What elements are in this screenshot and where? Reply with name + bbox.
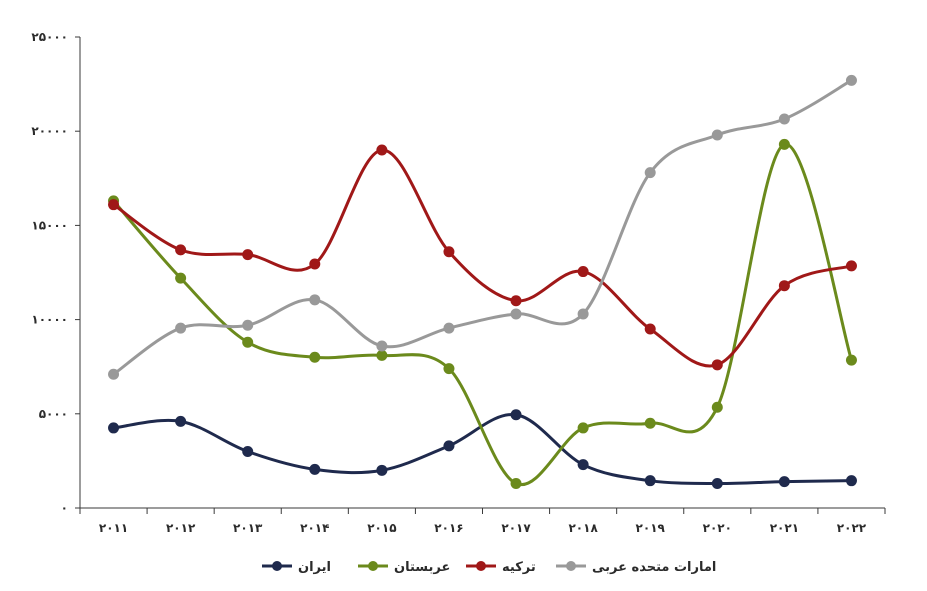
series-points: [108, 74, 857, 490]
data-point: [108, 199, 120, 211]
series-line: [112, 78, 853, 376]
data-point: [108, 368, 120, 380]
x-tick-label: ۲۰۲۲: [837, 521, 867, 535]
data-point: [309, 463, 321, 475]
data-point: [242, 336, 254, 348]
x-tick-label: ۲۰۱۸: [568, 521, 598, 535]
data-point: [577, 308, 589, 320]
legend: ایران عربستان ترکیه امارات متحده عربی: [262, 560, 716, 575]
data-point: [845, 260, 857, 272]
x-tick-label: ۲۰۲۰: [703, 521, 732, 535]
y-tick-label: ۰: [61, 501, 68, 515]
x-tick-label: ۲۰۱۵: [367, 521, 396, 535]
x-tick-label: ۲۰۱۹: [636, 521, 666, 535]
x-tick-label: ۲۰۱۷: [501, 521, 531, 535]
series-line: [112, 148, 853, 368]
y-tick-label: ۱۰۰۰۰: [31, 313, 68, 327]
series-lines: [112, 78, 853, 487]
x-tick-label: ۲۰۱۱: [99, 521, 128, 535]
data-point: [778, 138, 790, 150]
legend-label: ایران: [298, 560, 331, 575]
data-point: [577, 266, 589, 278]
legend-swatch-marker: [476, 561, 486, 571]
data-point: [644, 475, 656, 487]
data-point: [845, 354, 857, 366]
data-point: [443, 322, 455, 334]
data-point: [443, 440, 455, 452]
data-point: [175, 244, 187, 256]
data-point: [510, 409, 522, 421]
data-point: [175, 322, 187, 334]
x-tick-label: ۲۰۲۱: [770, 521, 799, 535]
series-line: [112, 142, 853, 487]
data-point: [242, 445, 254, 457]
y-tick-label: ۲۰۰۰۰: [31, 124, 68, 138]
data-point: [711, 478, 723, 490]
data-point: [175, 272, 187, 284]
data-point: [845, 475, 857, 487]
data-point: [376, 144, 388, 156]
data-point: [778, 280, 790, 292]
data-point: [242, 249, 254, 261]
data-point: [644, 417, 656, 429]
data-point: [443, 246, 455, 258]
data-point: [242, 319, 254, 331]
x-tick-label: ۲۰۱۴: [300, 521, 329, 535]
data-point: [711, 401, 723, 413]
data-point: [644, 323, 656, 335]
data-point: [309, 294, 321, 306]
data-point: [510, 478, 522, 490]
data-point: [510, 308, 522, 320]
legend-swatch-marker: [272, 561, 282, 571]
x-tick-label: ۲۰۱۳: [233, 521, 263, 535]
legend-swatch-marker: [368, 561, 378, 571]
data-point: [376, 464, 388, 476]
data-point: [845, 74, 857, 86]
data-point: [577, 422, 589, 434]
chart-axes: ۰ ۵۰۰۰ ۱۰۰۰۰ ۱۵۰۰۰ ۲۰۰۰۰ ۲۵۰۰۰ ۲۰۱۱ ۲۰۱۲ ۲۰۱۳ ۲۰۱…: [31, 30, 886, 535]
y-tick-label: ۵۰۰۰: [39, 407, 68, 421]
data-point: [309, 351, 321, 363]
data-point: [443, 363, 455, 375]
data-point: [711, 129, 723, 141]
data-point: [376, 340, 388, 352]
x-tick-label: ۲۰۱۲: [166, 521, 196, 535]
data-point: [309, 258, 321, 270]
data-point: [644, 167, 656, 179]
data-point: [376, 349, 388, 361]
data-point: [175, 415, 187, 427]
legend-label: امارات متحده عربی: [592, 560, 716, 575]
data-point: [778, 113, 790, 125]
data-point: [778, 476, 790, 488]
data-point: [711, 359, 723, 371]
x-tick-label: ۲۰۱۶: [434, 521, 463, 535]
data-point: [108, 422, 120, 434]
y-tick-label: ۲۵۰۰۰: [31, 30, 68, 44]
data-point: [577, 459, 589, 471]
legend-label: عربستان: [394, 560, 450, 575]
data-point: [510, 295, 522, 307]
legend-label: ترکیه: [502, 560, 536, 575]
legend-swatch-marker: [566, 561, 576, 571]
series-line: [112, 413, 853, 486]
y-tick-label: ۱۵۰۰۰: [31, 218, 68, 232]
